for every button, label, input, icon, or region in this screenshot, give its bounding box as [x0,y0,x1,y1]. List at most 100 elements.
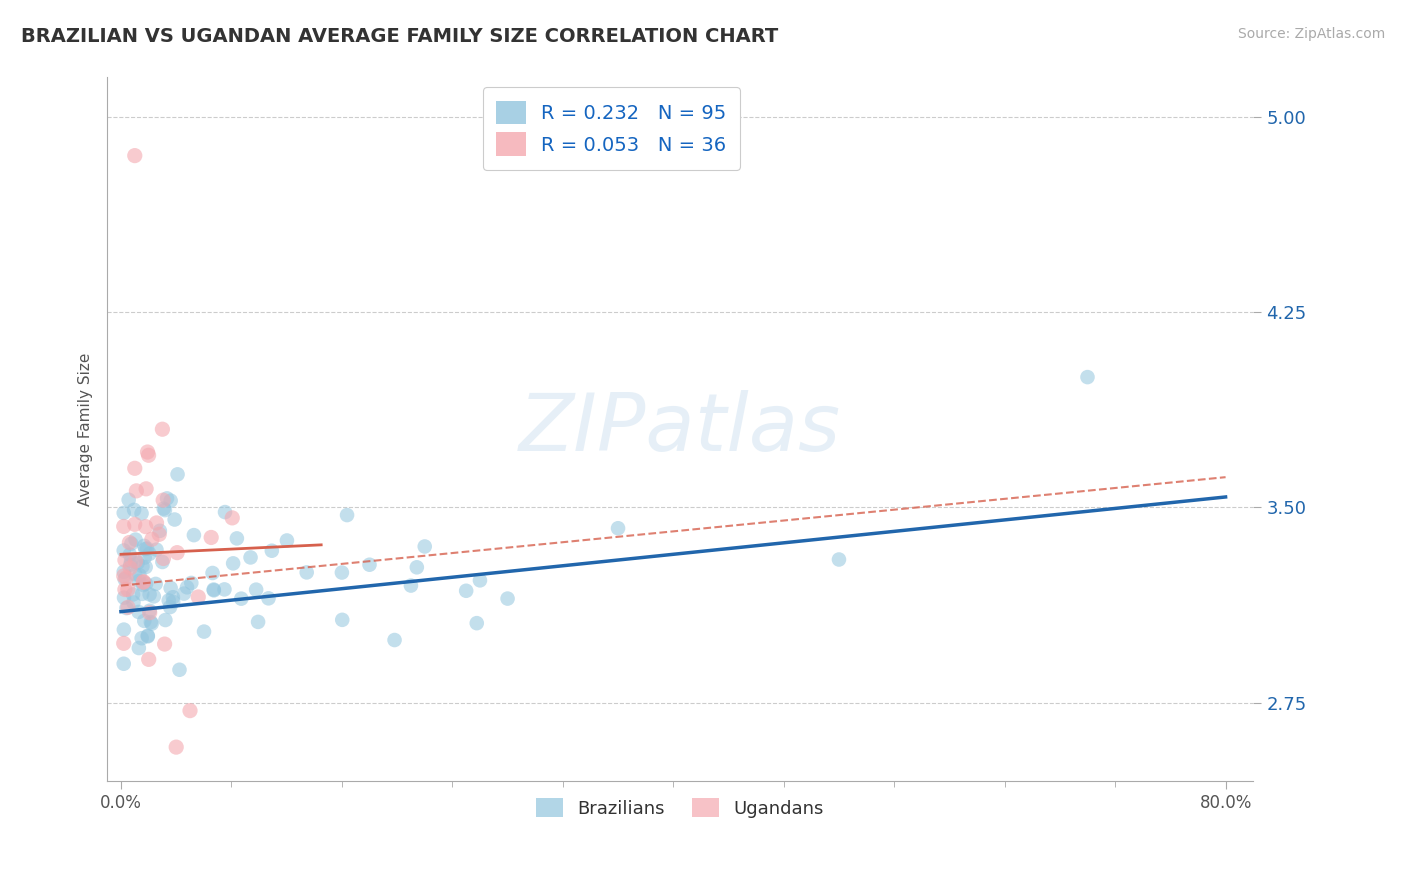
Point [135,577,157,591]
Point [131,587,153,601]
Point [128,605,150,619]
Point [162,591,184,605]
Point [231,591,253,606]
Point [118,535,141,549]
Point [135,482,157,496]
Point [187,590,209,604]
Point [157,593,180,607]
Point [159,600,181,615]
Point [125,483,148,498]
Point [124,554,146,568]
Point [135,560,157,574]
Point [202,583,225,598]
Point [112,591,135,605]
Point [145,516,167,530]
Point [336,508,359,522]
Point [152,551,174,566]
Point [134,541,156,556]
Point [135,519,157,533]
Point [142,590,165,604]
Point [134,539,156,553]
Point [117,582,139,597]
Point [183,528,205,542]
Text: ZIPatlas: ZIPatlas [519,390,841,468]
Point [124,533,146,547]
Point [112,623,135,637]
Point [413,540,436,554]
Point [607,521,630,535]
Point [173,586,195,600]
Point [141,533,163,547]
Point [112,565,135,579]
Point [399,578,422,592]
Point [122,595,145,609]
Point [124,461,146,475]
Point [152,493,174,508]
Point [159,581,181,595]
Point [276,533,298,548]
Point [828,552,851,566]
Point [112,543,135,558]
Point [141,616,163,631]
Point [115,571,138,585]
Point [134,550,156,565]
Point [202,582,225,597]
Point [122,503,145,517]
Point [1076,370,1098,384]
Point [295,566,318,580]
Point [201,566,224,580]
Point [465,616,488,631]
Point [112,636,135,650]
Point [155,613,177,627]
Point [153,503,176,517]
Point [359,558,381,572]
Point [124,567,146,582]
Point [239,550,262,565]
Point [221,511,243,525]
Point [139,615,162,629]
Point [122,587,145,601]
Point [214,582,236,597]
Point [124,517,146,532]
Point [112,569,135,583]
Point [120,558,142,572]
Point [180,576,202,591]
Point [225,532,247,546]
Point [200,531,222,545]
Point [166,546,188,560]
Point [384,633,406,648]
Point [136,445,159,459]
Point [245,582,267,597]
Point [145,542,167,557]
Point [131,507,153,521]
Point [138,606,160,620]
Point [166,467,188,482]
Point [124,148,146,162]
Point [118,548,141,562]
Point [247,615,270,629]
Point [131,631,153,645]
Point [136,541,159,556]
Point [153,637,176,651]
Point [456,583,478,598]
Point [120,537,142,551]
Point [136,629,159,643]
Point [112,519,135,533]
Point [134,614,156,628]
Point [120,554,142,568]
Point [145,577,167,591]
Point [128,641,150,656]
Point [112,506,135,520]
Point [112,657,135,671]
Point [138,448,160,462]
Point [115,601,138,615]
Point [150,555,173,569]
Point [162,595,184,609]
Point [118,492,141,507]
Point [128,574,150,588]
Point [330,613,353,627]
Point [114,553,136,567]
Y-axis label: Average Family Size: Average Family Size [79,352,93,506]
Point [132,574,155,589]
Point [330,566,353,580]
